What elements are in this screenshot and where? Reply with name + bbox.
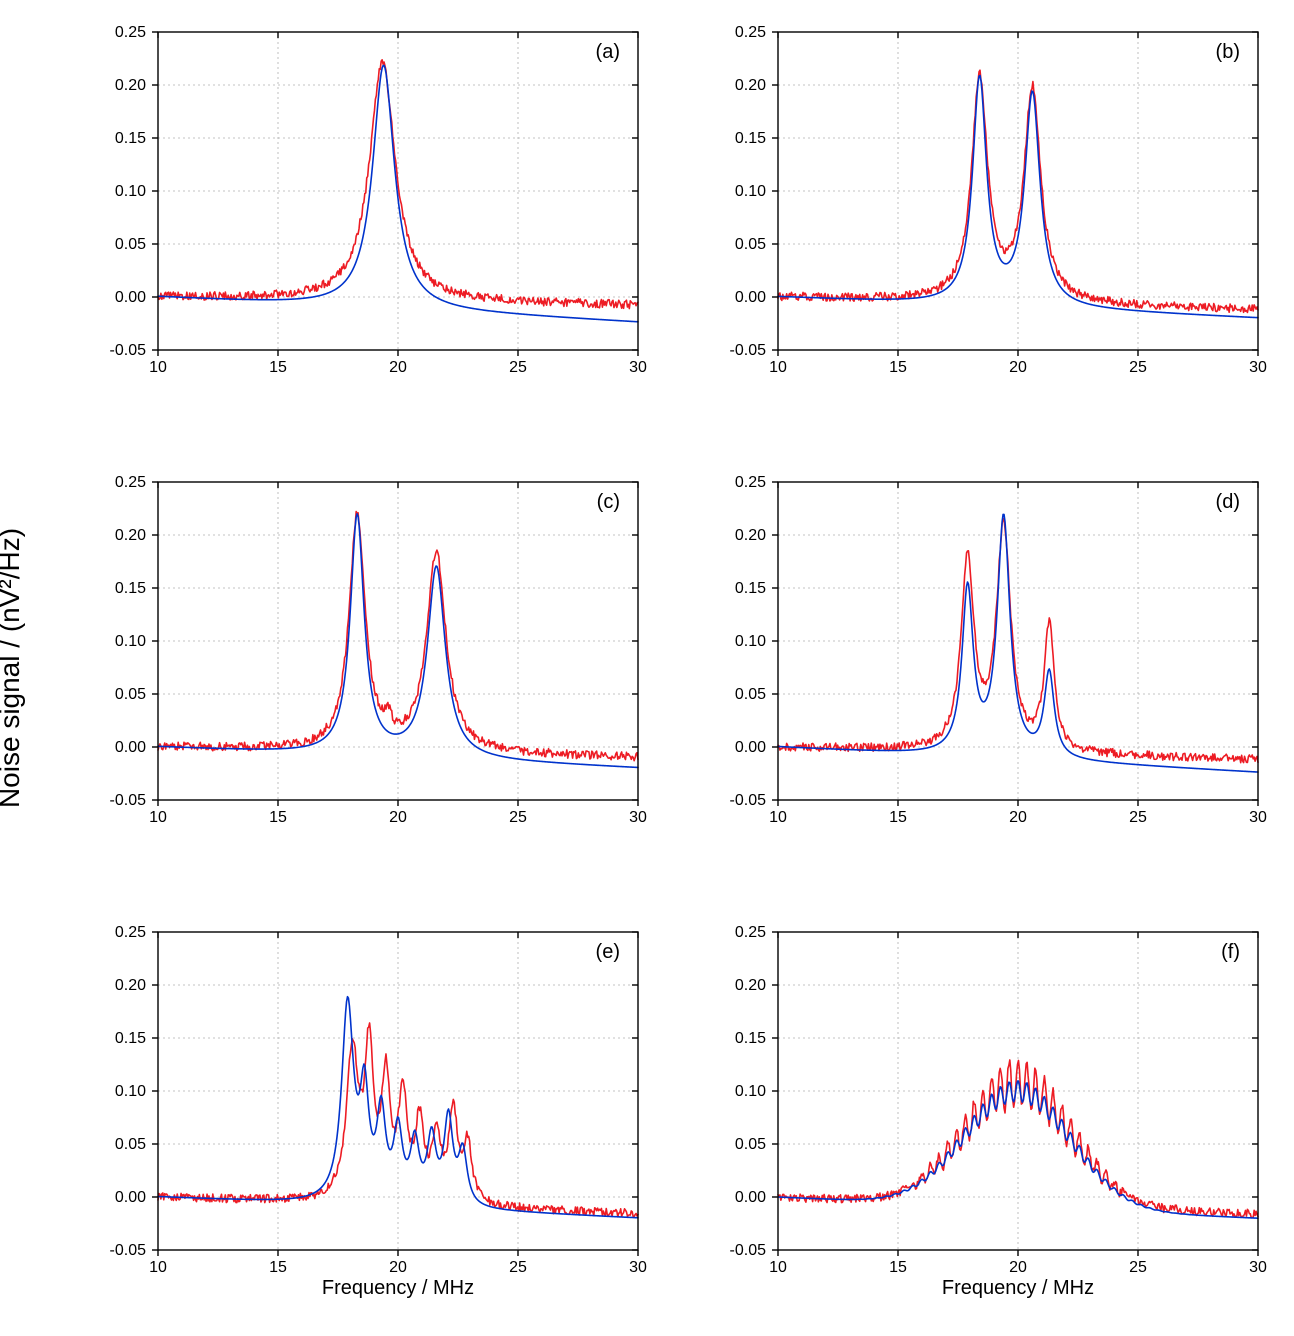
svg-text:30: 30 (1249, 1259, 1267, 1276)
panel-label: (d) (1216, 491, 1240, 513)
svg-text:10: 10 (769, 809, 787, 826)
svg-text:0.10: 0.10 (115, 183, 146, 200)
svg-text:0.05: 0.05 (115, 236, 146, 253)
svg-text:25: 25 (1129, 809, 1147, 826)
svg-text:0.20: 0.20 (735, 527, 766, 544)
svg-text:-0.05: -0.05 (110, 1242, 147, 1259)
panel-label: (b) (1216, 41, 1240, 63)
svg-text:0.15: 0.15 (735, 130, 766, 147)
svg-text:10: 10 (149, 809, 167, 826)
panel-svg: 10 15 20 25 30 -0.05 0.00 0.05 0.10 0.15 0.20 0.25 (… (90, 920, 650, 1300)
panel-svg: 10 15 20 25 30 -0.05 0.00 0.05 0.10 0.15 0.20 0.25 (… (90, 470, 650, 850)
svg-text:0.00: 0.00 (735, 289, 766, 306)
svg-text:15: 15 (269, 1259, 287, 1276)
panel-label: (a) (596, 41, 620, 63)
svg-text:20: 20 (1009, 1259, 1027, 1276)
svg-text:25: 25 (1129, 1259, 1147, 1276)
svg-text:0.25: 0.25 (735, 24, 766, 41)
svg-text:30: 30 (1249, 809, 1267, 826)
svg-text:20: 20 (389, 359, 407, 376)
svg-text:0.25: 0.25 (115, 924, 146, 941)
x-axis-label: Frequency / MHz (942, 1277, 1094, 1299)
svg-text:20: 20 (389, 1259, 407, 1276)
svg-text:0.15: 0.15 (735, 1030, 766, 1047)
svg-text:0.20: 0.20 (115, 977, 146, 994)
svg-text:15: 15 (269, 359, 287, 376)
svg-text:0.20: 0.20 (115, 77, 146, 94)
svg-text:0.00: 0.00 (115, 1189, 146, 1206)
svg-text:-0.05: -0.05 (730, 792, 767, 809)
svg-text:0.15: 0.15 (735, 580, 766, 597)
svg-text:0.25: 0.25 (735, 474, 766, 491)
svg-text:0.15: 0.15 (115, 1030, 146, 1047)
panel-b: 10 15 20 25 30 -0.05 0.00 0.05 0.10 0.15 0.20 0.25 (… (710, 20, 1270, 400)
svg-text:20: 20 (1009, 359, 1027, 376)
svg-text:15: 15 (269, 809, 287, 826)
svg-text:0.10: 0.10 (115, 1083, 146, 1100)
svg-text:-0.05: -0.05 (730, 1242, 767, 1259)
panel-label: (c) (597, 491, 620, 513)
svg-text:30: 30 (629, 1259, 647, 1276)
svg-text:20: 20 (1009, 809, 1027, 826)
panel-d: 10 15 20 25 30 -0.05 0.00 0.05 0.10 0.15 0.20 0.25 (… (710, 470, 1270, 850)
svg-text:0.20: 0.20 (115, 527, 146, 544)
svg-text:0.10: 0.10 (735, 633, 766, 650)
svg-text:20: 20 (389, 809, 407, 826)
svg-text:10: 10 (769, 359, 787, 376)
panel-svg: 10 15 20 25 30 -0.05 0.00 0.05 0.10 0.15 0.20 0.25 (… (90, 20, 650, 400)
svg-text:-0.05: -0.05 (730, 342, 767, 359)
svg-text:25: 25 (509, 1259, 527, 1276)
svg-text:25: 25 (509, 809, 527, 826)
svg-text:0.25: 0.25 (115, 24, 146, 41)
figure: Noise signal / (nV²/Hz) 10 15 20 25 30 -0.05 0… (0, 0, 1294, 1336)
svg-text:15: 15 (889, 359, 907, 376)
svg-text:30: 30 (629, 809, 647, 826)
svg-text:0.00: 0.00 (115, 289, 146, 306)
panel-c: 10 15 20 25 30 -0.05 0.00 0.05 0.10 0.15 0.20 0.25 (… (90, 470, 650, 850)
svg-text:0.25: 0.25 (735, 924, 766, 941)
svg-text:25: 25 (1129, 359, 1147, 376)
x-axis-label: Frequency / MHz (322, 1277, 474, 1299)
svg-text:10: 10 (149, 359, 167, 376)
svg-text:0.00: 0.00 (735, 1189, 766, 1206)
svg-text:-0.05: -0.05 (110, 792, 147, 809)
svg-text:0.00: 0.00 (115, 739, 146, 756)
svg-text:0.15: 0.15 (115, 580, 146, 597)
svg-text:10: 10 (769, 1259, 787, 1276)
svg-text:0.10: 0.10 (735, 1083, 766, 1100)
panel-a: 10 15 20 25 30 -0.05 0.00 0.05 0.10 0.15 0.20 0.25 (… (90, 20, 650, 400)
svg-text:0.00: 0.00 (735, 739, 766, 756)
panel-label: (f) (1221, 941, 1240, 963)
svg-text:0.05: 0.05 (735, 236, 766, 253)
svg-text:0.05: 0.05 (735, 686, 766, 703)
svg-text:0.25: 0.25 (115, 474, 146, 491)
panel-svg: 10 15 20 25 30 -0.05 0.00 0.05 0.10 0.15 0.20 0.25 (… (710, 20, 1270, 400)
svg-text:0.05: 0.05 (115, 1136, 146, 1153)
svg-text:30: 30 (1249, 359, 1267, 376)
svg-text:0.05: 0.05 (115, 686, 146, 703)
svg-text:0.10: 0.10 (115, 633, 146, 650)
svg-text:15: 15 (889, 809, 907, 826)
svg-text:0.10: 0.10 (735, 183, 766, 200)
svg-text:15: 15 (889, 1259, 907, 1276)
y-axis-label: Noise signal / (nV²/Hz) (0, 528, 26, 808)
panel-svg: 10 15 20 25 30 -0.05 0.00 0.05 0.10 0.15 0.20 0.25 (… (710, 470, 1270, 850)
svg-text:-0.05: -0.05 (110, 342, 147, 359)
svg-text:0.20: 0.20 (735, 977, 766, 994)
svg-text:0.15: 0.15 (115, 130, 146, 147)
panel-grid: 10 15 20 25 30 -0.05 0.00 0.05 0.10 0.15 0.20 0.25 (… (90, 20, 1270, 1300)
svg-text:10: 10 (149, 1259, 167, 1276)
panel-label: (e) (596, 941, 620, 963)
svg-text:25: 25 (509, 359, 527, 376)
svg-text:0.05: 0.05 (735, 1136, 766, 1153)
panel-e: 10 15 20 25 30 -0.05 0.00 0.05 0.10 0.15 0.20 0.25 (… (90, 920, 650, 1300)
svg-text:0.20: 0.20 (735, 77, 766, 94)
panel-svg: 10 15 20 25 30 -0.05 0.00 0.05 0.10 0.15 0.20 0.25 (… (710, 920, 1270, 1300)
svg-text:30: 30 (629, 359, 647, 376)
panel-f: 10 15 20 25 30 -0.05 0.00 0.05 0.10 0.15 0.20 0.25 (… (710, 920, 1270, 1300)
